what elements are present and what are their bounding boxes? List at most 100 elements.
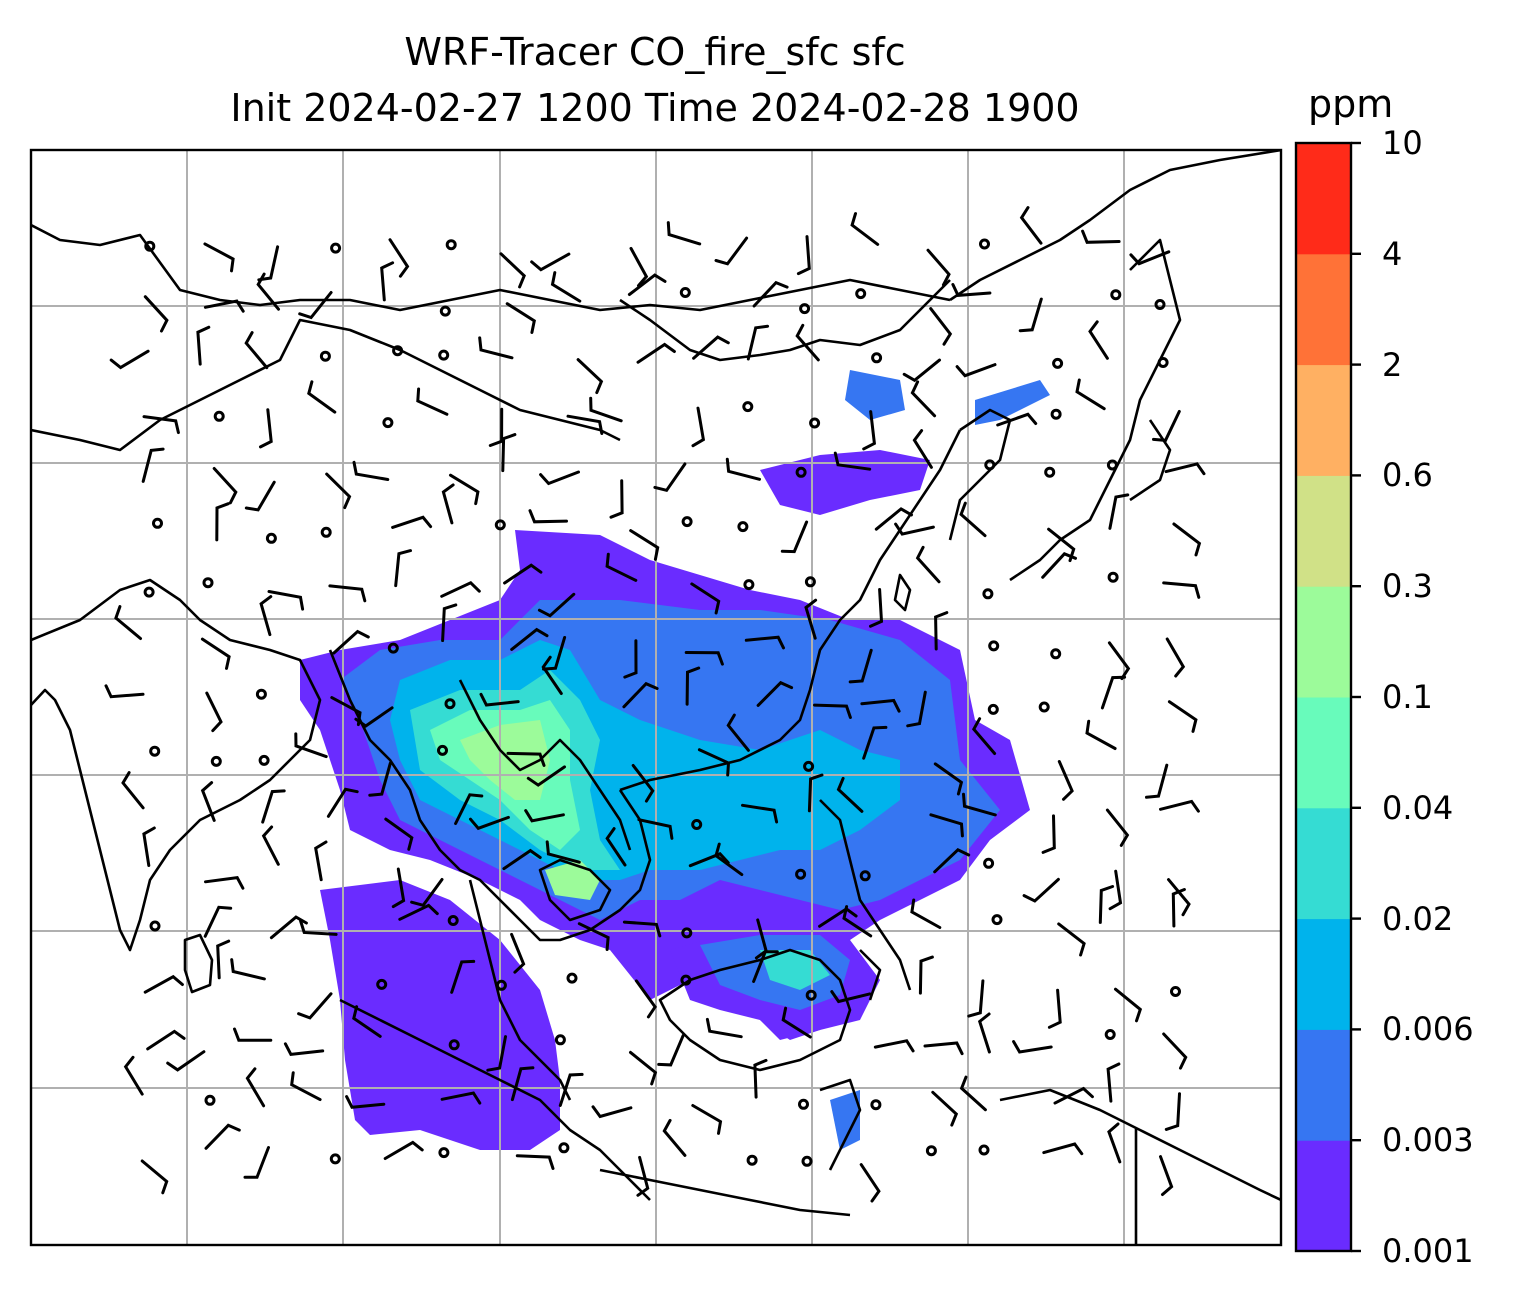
wind-barb <box>1075 378 1106 411</box>
wind-barb <box>368 761 392 797</box>
wind-barb <box>688 852 730 868</box>
colorbar-tick-label: 0.04 <box>1382 788 1454 827</box>
wind-barb <box>1057 922 1086 957</box>
calm-wind-marker <box>1106 459 1118 471</box>
calm-wind-marker <box>387 642 399 654</box>
wind-barb <box>931 1090 959 1127</box>
wind-barb <box>524 809 565 823</box>
wind-barb <box>261 789 286 824</box>
wind-barb <box>140 1159 169 1195</box>
wind-barb <box>959 1075 987 1112</box>
tracer-region-sulawesi <box>830 1090 860 1150</box>
tracer-band-0.1 <box>460 720 600 900</box>
colorbar-tick-label: 10 <box>1382 124 1423 162</box>
wind-barb <box>1019 206 1043 245</box>
calm-wind-marker <box>743 579 755 591</box>
calm-wind-marker <box>925 1145 937 1157</box>
wind-barb <box>566 414 604 435</box>
calm-wind-marker <box>984 459 996 471</box>
wind-barb <box>440 581 481 598</box>
wind-barb <box>1107 641 1131 681</box>
calm-wind-marker <box>213 410 225 422</box>
calm-wind-marker <box>1154 299 1166 310</box>
wind-barb <box>967 979 985 1018</box>
wind-barb <box>752 280 789 308</box>
border-himalaya <box>31 318 621 452</box>
wind-barb <box>1164 1092 1181 1131</box>
wind-barb <box>714 236 749 266</box>
calm-wind-marker <box>805 989 817 1001</box>
wind-barb <box>934 611 949 651</box>
colorbar-segment <box>1296 1029 1351 1141</box>
wind-barb <box>1145 763 1169 799</box>
coastline-china-east <box>619 150 1281 792</box>
calm-wind-marker <box>445 239 457 251</box>
wind-barb <box>692 335 730 360</box>
wind-barb <box>142 826 156 867</box>
coastline-japan <box>1009 238 1182 582</box>
wind-barb <box>894 522 935 536</box>
wind-barb <box>398 903 439 921</box>
wind-barb <box>623 639 638 679</box>
wind-barb <box>1018 297 1043 333</box>
wind-barb <box>842 905 873 938</box>
wind-barb <box>996 412 1038 427</box>
wind-barb <box>1041 552 1077 579</box>
wind-barb <box>1162 1032 1188 1070</box>
wind-barb <box>746 324 770 361</box>
wind-barb <box>332 629 370 655</box>
wind-barb <box>1100 675 1127 710</box>
calm-wind-marker <box>983 857 995 869</box>
wind-barb <box>1159 799 1200 813</box>
wind-barb <box>753 1058 768 1099</box>
calm-wind-marker <box>437 744 448 756</box>
colorbar-segment <box>1296 586 1351 698</box>
calm-wind-marker <box>737 521 749 533</box>
wind-barb <box>539 470 580 486</box>
wind-barb <box>850 212 880 246</box>
calm-wind-marker <box>1110 289 1122 301</box>
wind-barb <box>244 480 276 512</box>
calm-wind-marker <box>809 417 821 429</box>
calm-wind-marker <box>558 1142 570 1154</box>
calm-wind-marker <box>1050 408 1062 420</box>
wind-barb <box>910 898 942 929</box>
wind-barb <box>912 429 933 469</box>
coastline-korea <box>948 408 1012 541</box>
calm-wind-marker <box>1052 357 1064 369</box>
wind-barb <box>807 773 824 813</box>
calm-wind-marker <box>978 1144 990 1156</box>
wind-barb <box>441 483 455 525</box>
calm-wind-marker <box>438 349 450 361</box>
wind-barb <box>479 692 520 707</box>
wind-barb <box>691 1104 723 1135</box>
colorbar-segment <box>1296 918 1351 1030</box>
calm-wind-marker <box>152 517 163 529</box>
calm-wind-marker <box>554 1034 566 1046</box>
coastlines <box>31 150 1281 1245</box>
wind-barb <box>977 1012 991 1054</box>
wind-barb <box>752 950 779 983</box>
wind-barb <box>204 1123 241 1150</box>
colorbar <box>1296 143 1351 1252</box>
calm-wind-marker <box>855 288 867 300</box>
wind-barb <box>1012 1040 1053 1054</box>
calm-wind-marker <box>679 287 691 298</box>
colorbar-tick-label: 0.003 <box>1382 1121 1474 1160</box>
wind-barb <box>859 1163 881 1203</box>
wind-barb <box>796 235 811 276</box>
wind-barb <box>926 248 951 287</box>
wind-barb <box>691 406 706 448</box>
wind-barb <box>705 1017 743 1039</box>
wind-barb <box>1159 1155 1174 1196</box>
calm-wind-marker <box>329 1153 341 1165</box>
wind-barb <box>1057 760 1074 801</box>
wind-barb <box>918 955 934 995</box>
wind-barb <box>902 358 941 383</box>
wind-barb <box>104 684 145 699</box>
wind-barb <box>636 1155 650 1197</box>
wind-barb <box>923 1041 964 1056</box>
wind-barb <box>528 509 568 524</box>
wind-barb <box>1167 878 1191 917</box>
